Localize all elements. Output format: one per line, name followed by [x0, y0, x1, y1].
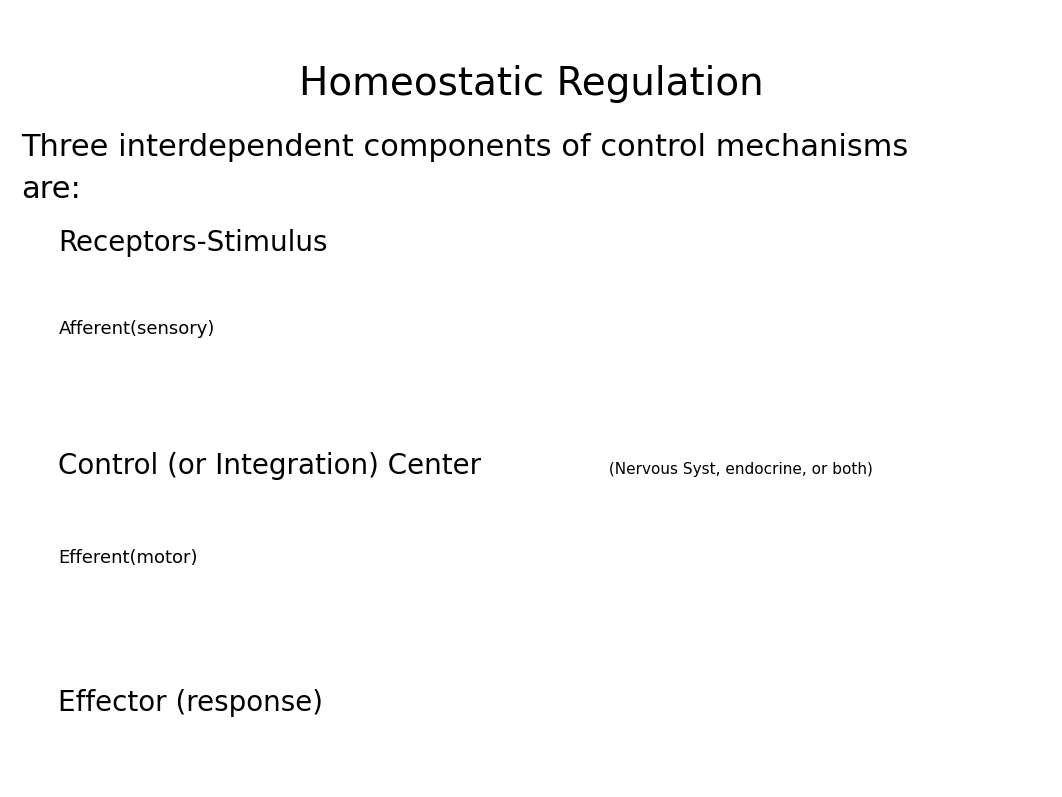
Text: Afferent(sensory): Afferent(sensory) — [58, 320, 215, 338]
Text: Control (or Integration) Center: Control (or Integration) Center — [58, 452, 481, 481]
Text: (Nervous Syst, endocrine, or both): (Nervous Syst, endocrine, or both) — [604, 462, 873, 477]
Text: Receptors-Stimulus: Receptors-Stimulus — [58, 229, 328, 257]
Text: Three interdependent components of control mechanisms: Three interdependent components of contr… — [21, 133, 908, 162]
Text: are:: are: — [21, 175, 81, 204]
Text: Effector (response): Effector (response) — [58, 689, 324, 717]
Text: Homeostatic Regulation: Homeostatic Regulation — [298, 65, 764, 103]
Text: Efferent(motor): Efferent(motor) — [58, 549, 198, 567]
